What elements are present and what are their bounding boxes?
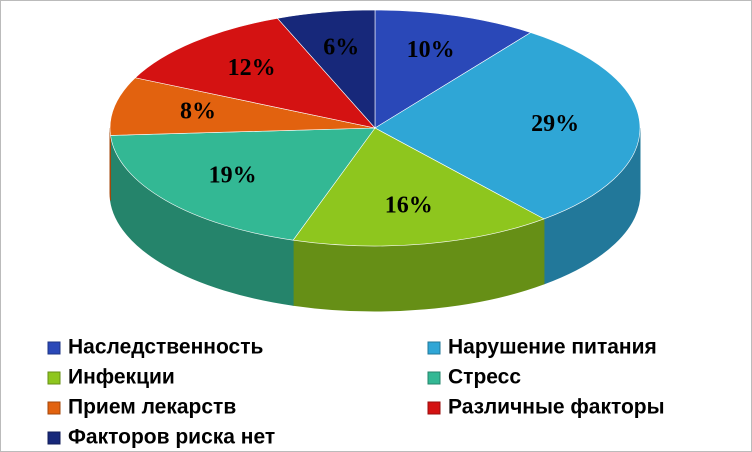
legend-label: Стресс bbox=[448, 366, 521, 389]
legend-marker bbox=[427, 341, 441, 355]
slice-side bbox=[109, 127, 112, 201]
legend-label: Прием лекарств bbox=[68, 396, 236, 419]
slice bbox=[374, 32, 641, 220]
data-label: 12% bbox=[228, 55, 276, 81]
legend-label: Наследственность bbox=[68, 336, 263, 359]
legend-marker bbox=[47, 341, 61, 355]
data-label: 6% bbox=[323, 35, 359, 61]
data-label: 8% bbox=[180, 98, 216, 124]
legend-marker bbox=[427, 371, 441, 385]
data-label: 29% bbox=[531, 111, 579, 137]
legend-marker bbox=[47, 371, 61, 385]
legend-marker bbox=[427, 401, 441, 415]
slice bbox=[134, 17, 376, 129]
data-label: 19% bbox=[209, 163, 257, 189]
slice bbox=[374, 9, 532, 129]
legend-label: Инфекции bbox=[68, 366, 175, 389]
legend-marker bbox=[47, 431, 61, 445]
legend-marker bbox=[47, 401, 61, 415]
data-label: 10% bbox=[407, 37, 455, 63]
legend-label: Факторов риска нет bbox=[68, 426, 275, 449]
legend-label: Различные факторы bbox=[448, 396, 665, 419]
slice bbox=[109, 77, 376, 136]
slice bbox=[110, 127, 376, 241]
slice bbox=[292, 127, 545, 247]
legend-label: Нарушение питания bbox=[448, 336, 657, 359]
slice bbox=[276, 9, 376, 129]
data-label: 16% bbox=[385, 192, 433, 218]
